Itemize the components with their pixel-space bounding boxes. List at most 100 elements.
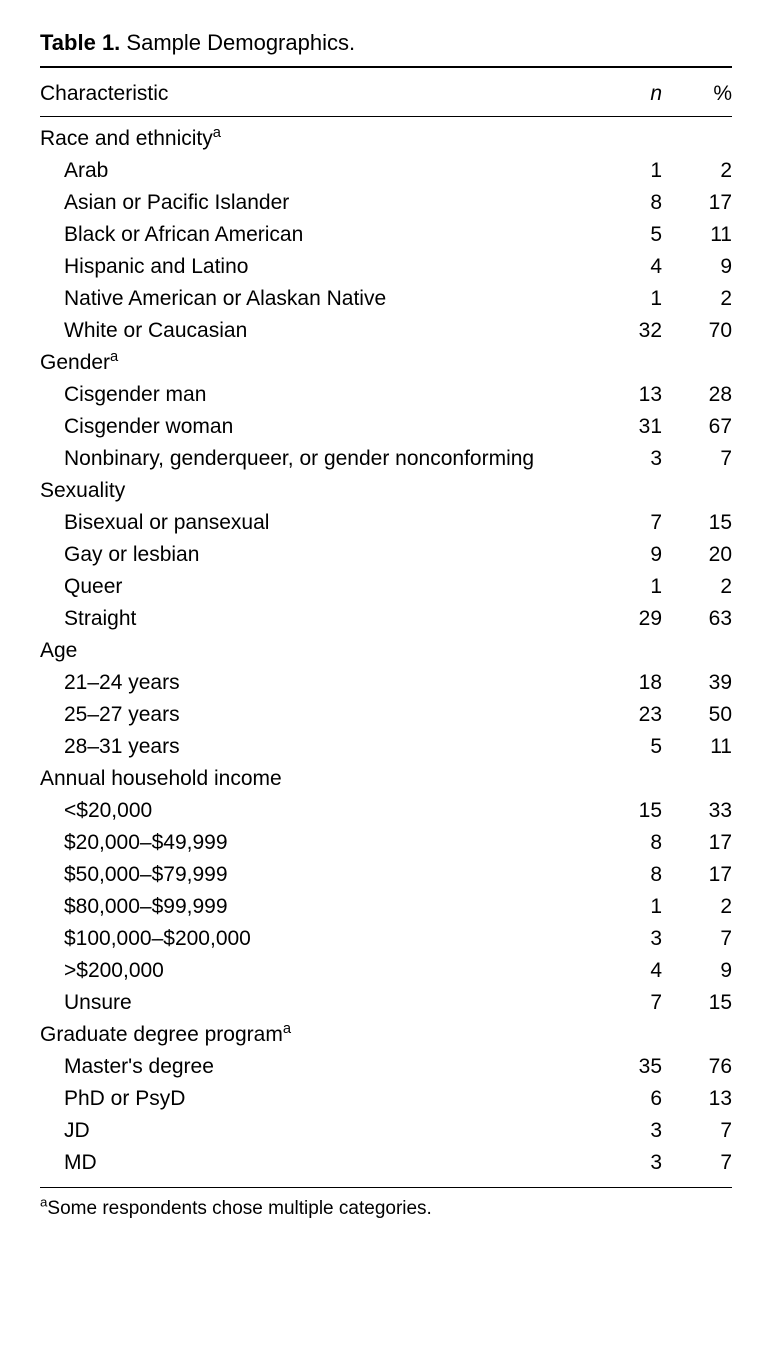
row-n: 6 bbox=[592, 1087, 662, 1111]
header-characteristic: Characteristic bbox=[40, 82, 592, 106]
row-label: JD bbox=[40, 1119, 592, 1143]
row-n: 3 bbox=[592, 447, 662, 471]
row-percent: 7 bbox=[662, 447, 732, 471]
section-label: Gendera bbox=[40, 351, 592, 375]
table-row: Cisgender man1328 bbox=[40, 379, 732, 411]
table-row: Queer12 bbox=[40, 571, 732, 603]
row-n: 8 bbox=[592, 831, 662, 855]
section-label: Annual household income bbox=[40, 767, 592, 791]
section-header: Annual household income bbox=[40, 763, 732, 795]
table-row: Master's degree3576 bbox=[40, 1051, 732, 1083]
row-percent: 2 bbox=[662, 159, 732, 183]
row-label: $20,000–$49,999 bbox=[40, 831, 592, 855]
table-body: Race and ethnicityaArab12Asian or Pacifi… bbox=[40, 117, 732, 1188]
row-n: 1 bbox=[592, 287, 662, 311]
row-label: Unsure bbox=[40, 991, 592, 1015]
row-n: 15 bbox=[592, 799, 662, 823]
row-label: Arab bbox=[40, 159, 592, 183]
row-label: $50,000–$79,999 bbox=[40, 863, 592, 887]
row-label: Queer bbox=[40, 575, 592, 599]
row-n: 9 bbox=[592, 543, 662, 567]
row-label: Cisgender woman bbox=[40, 415, 592, 439]
section-header: Graduate degree programa bbox=[40, 1019, 732, 1051]
row-label: Nonbinary, genderqueer, or gender noncon… bbox=[40, 447, 592, 471]
demographics-table: Table 1. Sample Demographics. Characteri… bbox=[40, 30, 732, 1220]
header-n: n bbox=[592, 82, 662, 106]
row-label: Hispanic and Latino bbox=[40, 255, 592, 279]
row-percent: 7 bbox=[662, 1119, 732, 1143]
row-label: >$200,000 bbox=[40, 959, 592, 983]
section-header: Race and ethnicitya bbox=[40, 123, 732, 155]
table-title-text: Sample Demographics. bbox=[126, 30, 355, 55]
table-row: MD37 bbox=[40, 1147, 732, 1179]
row-label: Straight bbox=[40, 607, 592, 631]
row-percent: 7 bbox=[662, 1151, 732, 1175]
table-row: Cisgender woman3167 bbox=[40, 411, 732, 443]
row-n: 3 bbox=[592, 927, 662, 951]
row-n: 29 bbox=[592, 607, 662, 631]
table-row: Nonbinary, genderqueer, or gender noncon… bbox=[40, 443, 732, 475]
row-label: Native American or Alaskan Native bbox=[40, 287, 592, 311]
row-percent: 17 bbox=[662, 191, 732, 215]
row-percent: 2 bbox=[662, 895, 732, 919]
footnote-text: Some respondents chose multiple categori… bbox=[47, 1198, 431, 1219]
row-percent: 15 bbox=[662, 511, 732, 535]
row-n: 4 bbox=[592, 959, 662, 983]
table-row: 28–31 years511 bbox=[40, 731, 732, 763]
row-label: 28–31 years bbox=[40, 735, 592, 759]
table-row: <$20,0001533 bbox=[40, 795, 732, 827]
table-row: Asian or Pacific Islander817 bbox=[40, 187, 732, 219]
section-header: Age bbox=[40, 635, 732, 667]
table-row: $20,000–$49,999817 bbox=[40, 827, 732, 859]
table-header-row: Characteristic n % bbox=[40, 68, 732, 117]
section-sup: a bbox=[283, 1021, 291, 1037]
row-label: $100,000–$200,000 bbox=[40, 927, 592, 951]
row-n: 7 bbox=[592, 991, 662, 1015]
section-sup: a bbox=[213, 125, 221, 141]
table-row: >$200,00049 bbox=[40, 955, 732, 987]
row-label: $80,000–$99,999 bbox=[40, 895, 592, 919]
row-percent: 9 bbox=[662, 959, 732, 983]
row-n: 31 bbox=[592, 415, 662, 439]
row-n: 8 bbox=[592, 191, 662, 215]
row-percent: 17 bbox=[662, 831, 732, 855]
table-row: Bisexual or pansexual715 bbox=[40, 507, 732, 539]
row-percent: 7 bbox=[662, 927, 732, 951]
row-percent: 67 bbox=[662, 415, 732, 439]
row-percent: 15 bbox=[662, 991, 732, 1015]
table-row: 21–24 years1839 bbox=[40, 667, 732, 699]
row-percent: 2 bbox=[662, 287, 732, 311]
row-percent: 50 bbox=[662, 703, 732, 727]
row-label: 25–27 years bbox=[40, 703, 592, 727]
row-n: 3 bbox=[592, 1151, 662, 1175]
row-n: 23 bbox=[592, 703, 662, 727]
table-row: $50,000–$79,999817 bbox=[40, 859, 732, 891]
row-n: 1 bbox=[592, 575, 662, 599]
row-n: 32 bbox=[592, 319, 662, 343]
table-title: Table 1. Sample Demographics. bbox=[40, 30, 732, 68]
table-number: Table 1. bbox=[40, 30, 120, 55]
row-percent: 11 bbox=[662, 223, 732, 247]
section-label: Sexuality bbox=[40, 479, 592, 503]
row-label: Cisgender man bbox=[40, 383, 592, 407]
row-label: <$20,000 bbox=[40, 799, 592, 823]
row-percent: 63 bbox=[662, 607, 732, 631]
row-label: White or Caucasian bbox=[40, 319, 592, 343]
table-row: $100,000–$200,00037 bbox=[40, 923, 732, 955]
row-label: Gay or lesbian bbox=[40, 543, 592, 567]
table-row: Black or African American511 bbox=[40, 219, 732, 251]
row-n: 8 bbox=[592, 863, 662, 887]
table-row: Unsure715 bbox=[40, 987, 732, 1019]
table-row: Native American or Alaskan Native12 bbox=[40, 283, 732, 315]
row-n: 1 bbox=[592, 159, 662, 183]
row-percent: 70 bbox=[662, 319, 732, 343]
row-label: Asian or Pacific Islander bbox=[40, 191, 592, 215]
row-percent: 76 bbox=[662, 1055, 732, 1079]
table-footnote: aSome respondents chose multiple categor… bbox=[40, 1188, 732, 1220]
row-n: 35 bbox=[592, 1055, 662, 1079]
row-percent: 9 bbox=[662, 255, 732, 279]
row-percent: 13 bbox=[662, 1087, 732, 1111]
row-n: 4 bbox=[592, 255, 662, 279]
row-n: 13 bbox=[592, 383, 662, 407]
row-label: 21–24 years bbox=[40, 671, 592, 695]
